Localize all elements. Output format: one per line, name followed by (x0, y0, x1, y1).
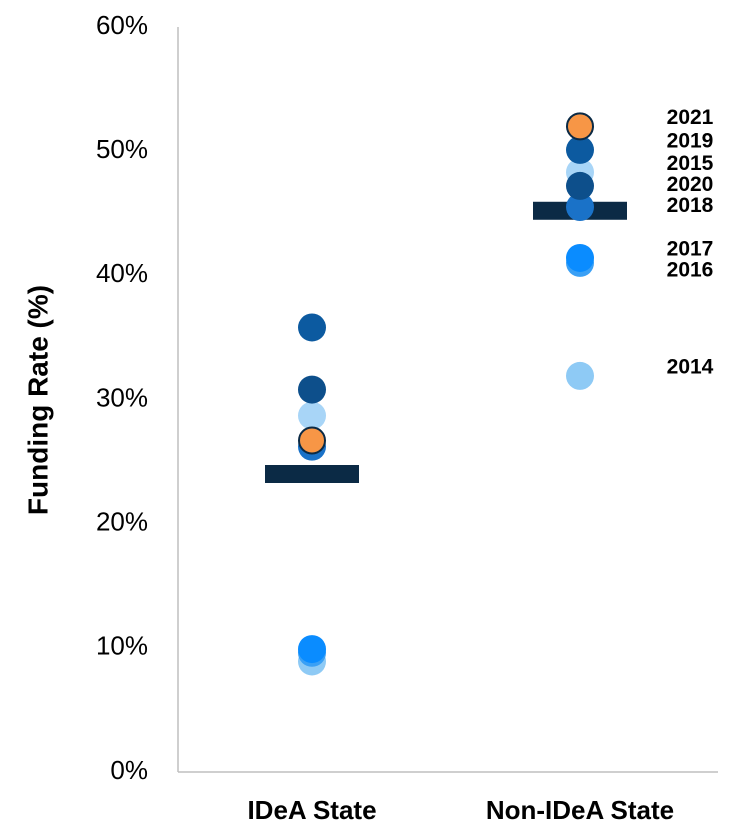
legend-label: 2018 (667, 194, 714, 217)
dot (298, 401, 326, 430)
dot (298, 375, 326, 404)
y-tick-label: 30% (96, 382, 148, 412)
mean-bar (265, 465, 359, 483)
y-tick-label: 20% (96, 507, 148, 537)
dot (566, 171, 594, 200)
legend-label: 2015 (667, 152, 714, 175)
dot (566, 193, 594, 222)
dot (566, 243, 594, 272)
legend-label: 2016 (667, 258, 714, 281)
y-tick-label: 10% (96, 631, 148, 661)
x-tick-label: IDeA State (247, 795, 376, 825)
dot (566, 361, 594, 390)
legend-label: 2021 (667, 106, 714, 129)
y-tick-label: 60% (96, 10, 148, 40)
dot (298, 313, 326, 342)
legend-label: 2014 (667, 355, 714, 378)
legend-label: 2020 (667, 173, 714, 196)
y-tick-label: 0% (110, 755, 148, 785)
dot (566, 112, 594, 141)
dot (298, 426, 326, 455)
x-tick-label: Non-IDeA State (486, 795, 674, 825)
dot (566, 135, 594, 164)
legend-label: 2017 (667, 237, 714, 260)
legend-label: 2019 (667, 129, 714, 152)
y-tick-label: 50% (96, 134, 148, 164)
y-tick-label: 40% (96, 258, 148, 288)
dot (298, 635, 326, 664)
y-axis-title: Funding Rate (%) (22, 285, 53, 515)
